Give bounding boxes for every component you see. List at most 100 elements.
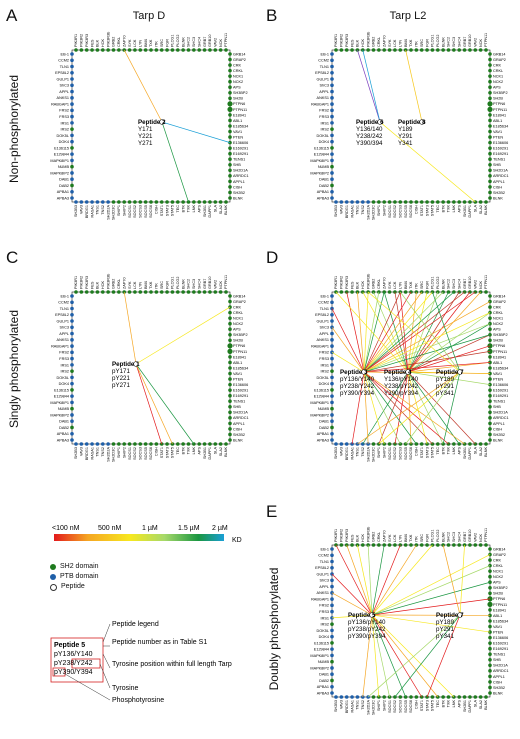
top-node-label: CRKL: [117, 279, 121, 289]
network-panel-a: EB-1CCM2TLN1EPS8L2GULP1ShC3APPLANKS1RABG…: [50, 30, 250, 225]
left-node-label: APBA3: [57, 438, 69, 442]
left-node: [330, 560, 334, 564]
bottom-node: [382, 695, 386, 699]
top-node: [457, 48, 461, 52]
top-node-label: ZAP70: [382, 35, 386, 47]
left-node-label: IRS2: [321, 623, 329, 627]
top-node-label: PIK3R2: [340, 34, 344, 47]
left-node-label: APPL: [59, 90, 69, 94]
left-node-label: GULP1: [57, 77, 69, 81]
top-node-label: PLCG2: [436, 530, 440, 542]
left-node: [70, 96, 74, 100]
right-node-label: APS: [493, 328, 501, 332]
bottom-node-label: STAT5: [431, 205, 435, 216]
right-node: [228, 174, 232, 178]
bottom-node: [457, 695, 461, 699]
bottom-node: [479, 695, 483, 699]
top-node-label: GRB2: [372, 532, 376, 542]
right-node-label: VAV1: [233, 130, 242, 134]
right-node-label: E185634: [493, 619, 508, 623]
left-node-label: ShC3: [60, 84, 70, 88]
left-node-label: E136115: [54, 146, 69, 150]
bottom-node: [80, 200, 84, 204]
right-node: [228, 85, 232, 89]
interaction-edge: [136, 364, 194, 444]
top-node-label: ITK: [415, 283, 419, 289]
bottom-node-label: SHIP1: [377, 700, 381, 711]
legend-item-peptide: Peptide: [50, 582, 99, 592]
left-node-label: APBA3: [317, 196, 329, 200]
left-node-label: EPS8L2: [315, 71, 329, 75]
top-node-label: PIK3R3: [85, 276, 89, 289]
left-node: [70, 432, 74, 436]
anno-tyrosine: Tyrosine: [112, 685, 139, 692]
right-node-label: E169291: [493, 152, 508, 156]
bottom-node: [340, 200, 344, 204]
right-node: [488, 691, 492, 695]
right-node: [488, 586, 492, 590]
top-node: [197, 48, 201, 52]
left-node: [330, 307, 334, 311]
bottom-node-label: SH2B1: [203, 205, 207, 217]
top-node-label: PIK3R1: [74, 34, 78, 47]
top-node: [361, 543, 365, 547]
bottom-node: [345, 200, 349, 204]
right-node-label: CISH: [233, 185, 242, 189]
left-node-label: MAPK8IP2: [310, 171, 329, 175]
left-node-label: CCM2: [318, 554, 329, 558]
top-node-label: LYN: [398, 40, 402, 47]
top-node: [431, 48, 435, 52]
top-node-label: NCK: [479, 39, 483, 47]
example-line-3: pY390/Y394: [54, 669, 93, 676]
right-node: [488, 58, 492, 62]
peptide-7-name: Peptide 7: [436, 369, 464, 376]
top-node-label: GRB2: [112, 37, 116, 47]
right-node: [488, 185, 492, 189]
top-node-label: HCK: [361, 281, 365, 289]
left-node-label: E136115: [314, 641, 329, 645]
right-node-label: TENS1: [233, 400, 245, 404]
left-node-label: ShC3: [320, 326, 330, 330]
left-node: [70, 127, 74, 131]
bottom-node-label: VAV3: [80, 205, 84, 214]
left-node-label: FRS2: [319, 604, 329, 608]
peptide-4-site: Y238/pY242: [384, 383, 419, 390]
top-node: [74, 290, 78, 294]
peptide-icon: [50, 584, 57, 591]
top-node: [224, 48, 228, 52]
right-node: [488, 411, 492, 415]
right-node: [488, 135, 492, 139]
right-node-label: APPL1: [493, 422, 505, 426]
right-node-label: TENS1: [493, 653, 505, 657]
right-node-label: CRKL: [493, 311, 503, 315]
right-node-label: NCK2: [493, 322, 503, 326]
left-node-label: DAB1: [319, 178, 329, 182]
right-node-label: NCK1: [493, 570, 503, 574]
top-node-label: SRC: [160, 39, 164, 47]
top-node: [468, 48, 472, 52]
top-node-label: SYK: [388, 534, 392, 542]
bottom-node-label: DAPP1: [208, 205, 212, 217]
top-node: [106, 48, 110, 52]
bottom-node-label: CISH: [415, 447, 419, 456]
top-node-label: PTPN11: [484, 33, 488, 47]
ptb-domain-icon: [50, 574, 56, 580]
right-node: [488, 394, 492, 398]
right-node-label: PTPN6: [233, 102, 245, 106]
right-node: [228, 322, 232, 326]
left-node-label: MAPK8IP2: [310, 413, 329, 417]
title-tarp-d: Tarp D: [89, 10, 209, 22]
right-node-label: SH3BP2: [233, 333, 248, 337]
bottom-node-label: SH2D2A: [366, 700, 370, 715]
top-node-label: LYN: [138, 282, 142, 289]
bottom-node: [479, 442, 483, 446]
right-node-label: E185634: [233, 124, 248, 128]
left-node-label: DAB2: [59, 426, 69, 430]
top-node-label: BLK: [356, 534, 360, 542]
right-node-label: PTPN11: [233, 350, 247, 354]
top-node-label: PIK3R3: [85, 34, 89, 47]
bottom-node-label: SOCS6: [409, 700, 413, 713]
anno-peptide-number: Peptide number as in Table S1: [112, 639, 207, 646]
bottom-node: [468, 200, 472, 204]
bottom-node-label: SH2D3C: [112, 447, 116, 462]
